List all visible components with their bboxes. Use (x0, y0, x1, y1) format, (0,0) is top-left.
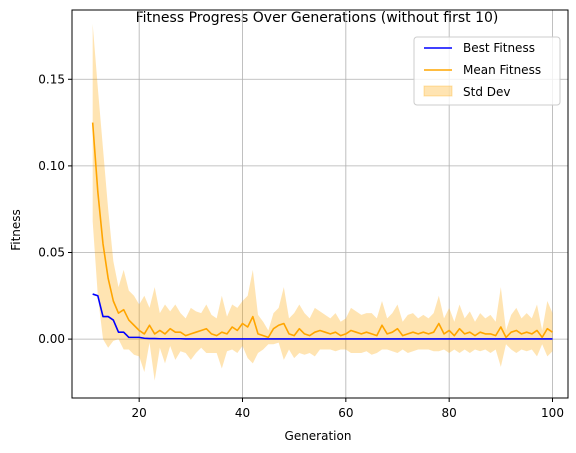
y-axis-label: Fitness (9, 209, 23, 251)
best-fitness-line (92, 293, 553, 340)
legend-label-std-dev: Std Dev (463, 85, 510, 99)
x-axis-ticks: 20 40 60 80 100 (132, 398, 564, 420)
y-tick-label: 0.05 (38, 246, 65, 260)
std-dev-band (92, 23, 553, 381)
series-lines (91, 122, 553, 340)
mean-fitness-line (91, 122, 553, 339)
std-dev-area (92, 23, 553, 381)
y-tick-label: 0.10 (38, 159, 65, 173)
x-tick-label: 100 (541, 406, 564, 420)
x-tick-label: 60 (338, 406, 353, 420)
x-tick-label: 80 (442, 406, 457, 420)
legend-label-mean-fitness: Mean Fitness (463, 63, 541, 77)
plot-frame (71, 9, 569, 399)
legend-swatch-std-dev (423, 85, 453, 97)
legend-label-best-fitness: Best Fitness (463, 41, 535, 55)
y-axis-ticks: 0.00 0.05 0.10 0.15 (38, 72, 72, 346)
y-tick-label: 0.00 (38, 332, 65, 346)
x-tick-label: 20 (132, 406, 147, 420)
x-axis-label: Generation (285, 429, 352, 443)
chart-title: Fitness Progress Over Generations (witho… (136, 10, 499, 26)
legend: Best Fitness Mean Fitness Std Dev (413, 36, 561, 106)
legend-box (413, 36, 561, 106)
x-tick-label: 40 (235, 406, 250, 420)
y-tick-label: 0.15 (38, 72, 65, 86)
